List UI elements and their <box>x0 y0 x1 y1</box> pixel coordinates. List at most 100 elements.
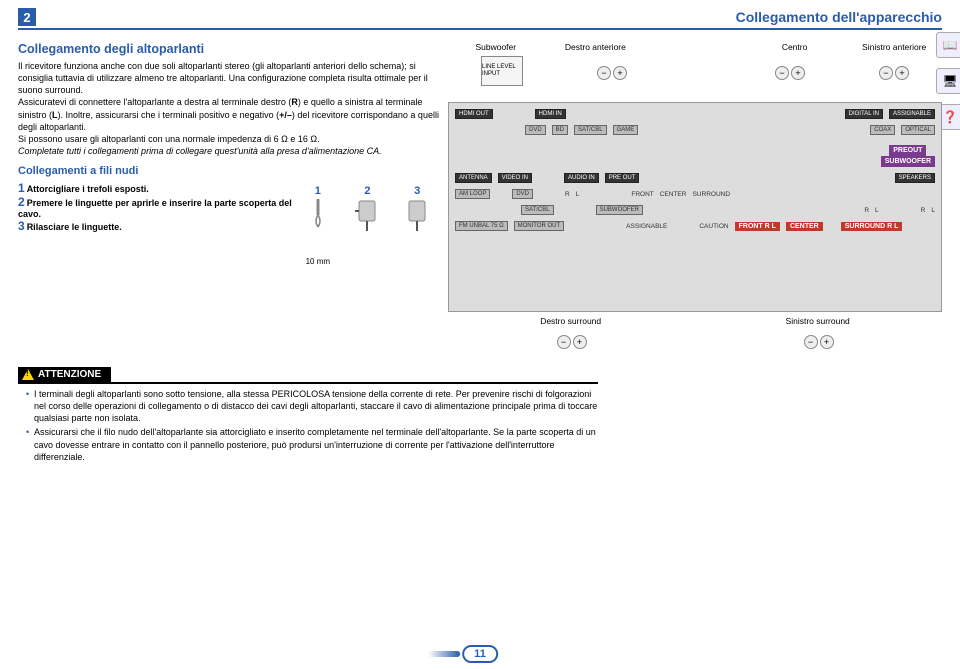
dvd-video: DVD <box>512 189 533 199</box>
lbl-front-right: Destro anteriore <box>548 42 644 52</box>
step3-num: 3 <box>18 219 25 233</box>
page-number: 11 <box>462 645 498 663</box>
hdmi-out-port: HDMI OUT <box>455 109 493 119</box>
audio-r: R <box>565 191 570 198</box>
game-hdmi: GAME <box>613 125 639 135</box>
fr-r: R <box>864 207 869 214</box>
wire-figures: 1 10 mm 2 3 <box>293 181 442 266</box>
page-number-pill: 11 <box>462 645 498 663</box>
preout-port: PRE OUT <box>605 173 640 183</box>
section-heading: Collegamento degli altoparlanti <box>18 42 442 56</box>
audio-l: L <box>576 191 580 198</box>
step-3: 3Rilasciare le linguette. <box>18 219 293 233</box>
lbl-spacer <box>647 42 743 52</box>
assignable2: ASSIGNABLE <box>626 223 667 230</box>
release-tab-icon <box>399 197 435 233</box>
spk-surround: SURROUND <box>692 191 730 198</box>
preout-label: PREOUT <box>889 145 926 156</box>
caution-label: CAUTION <box>699 223 728 230</box>
sr-r: R <box>921 207 926 214</box>
plus-icon: + <box>613 66 627 80</box>
am-loop: AM LOOP <box>455 189 490 199</box>
ten-mm-label: 10 mm <box>300 257 336 266</box>
fig1-num: 1 <box>300 185 336 197</box>
spk-center: CENTER <box>660 191 687 198</box>
step1-text: Attorcigliare i trefoli esposti. <box>27 184 149 194</box>
minus-icon: − <box>775 66 789 80</box>
sub-heading: Collegamenti a fili nudi <box>18 165 442 177</box>
antenna-port: ANTENNA <box>455 173 492 183</box>
attention-tag: ATTENZIONE <box>18 367 111 382</box>
attention-item: Assicurarsi che il filo nudo dell'altopa… <box>26 426 598 462</box>
minus-icon: − <box>557 335 571 349</box>
fig3-num: 3 <box>399 185 435 197</box>
dvd-hdmi: DVD <box>525 125 546 135</box>
step-1: 1Attorcigliare i trefoli esposti. <box>18 181 293 195</box>
warning-triangle-icon <box>22 369 34 380</box>
page-header: Collegamento dell'apparecchio <box>736 9 942 25</box>
bd-hdmi: BD <box>552 125 568 135</box>
minus-icon: − <box>879 66 893 80</box>
coax-port: COAX <box>870 125 895 135</box>
p2pm: +/– <box>279 110 292 120</box>
center-terminals: −+ <box>775 63 805 80</box>
minus-icon: − <box>597 66 611 80</box>
para-1: Il ricevitore funziona anche con due sol… <box>18 60 442 96</box>
p2c: ). Inoltre, assicurarsi che i terminali … <box>58 110 280 120</box>
rear-panel: HDMI OUT HDMI IN DIGITAL IN ASSIGNABLE D… <box>448 102 942 312</box>
twist-wire-icon <box>300 197 336 233</box>
step2-num: 2 <box>18 195 25 209</box>
monitor-out: MONITOR OUT <box>514 221 565 231</box>
step2-text: Premere le linguette per aprirle e inser… <box>18 198 292 219</box>
plus-icon: + <box>895 66 909 80</box>
header-rule <box>18 28 942 30</box>
wiring-diagram: Subwoofer Destro anteriore Centro Sinist… <box>448 42 942 349</box>
sr-l: L <box>931 207 935 214</box>
video-in-port: VIDEO IN <box>498 173 532 183</box>
fm-unbal: FM UNBAL 75 Ω <box>455 221 508 231</box>
front-left-terminals: −+ <box>879 63 909 80</box>
p2a: Assicuratevi di connettere l'altoparlant… <box>18 97 291 107</box>
fr-l: L <box>875 207 879 214</box>
surround-right-terminals: −+ <box>557 332 587 349</box>
subwoofer-box: LINE LEVEL INPUT <box>481 56 523 86</box>
step-2: 2Premere le linguette per aprirle e inse… <box>18 195 293 219</box>
para-3: Si possono usare gli altoparlanti con un… <box>18 133 442 145</box>
step1-num: 1 <box>18 181 25 195</box>
hdmi-in-port: HDMI IN <box>535 109 566 119</box>
subwoofer-port: SUBWOOFER <box>596 205 643 215</box>
section-body: Il ricevitore funziona anche con due sol… <box>18 60 442 157</box>
optical-port: OPTICAL <box>901 125 935 135</box>
step-number: 2 <box>18 8 36 26</box>
lbl-surround-left: Sinistro surround <box>786 316 850 326</box>
front-right-terminals: −+ <box>597 63 627 80</box>
step3-text: Rilasciare le linguette. <box>27 222 122 232</box>
attention-item: I terminali degli altoparlanti sono sott… <box>26 388 598 424</box>
surround-rl-hl: SURROUND R L <box>841 222 903 231</box>
surround-left-terminals: −+ <box>804 332 834 349</box>
digital-in-port: DIGITAL IN <box>845 109 883 119</box>
para-2: Assicuratevi di connettere l'altoparlant… <box>18 96 442 132</box>
assignable-port: ASSIGNABLE <box>889 109 935 119</box>
attention-box: ATTENZIONE I terminali degli altoparlant… <box>18 367 598 463</box>
lbl-subwoofer: Subwoofer <box>448 42 544 52</box>
satcbl-hdmi: SAT/CBL <box>574 125 607 135</box>
front-rl-hl: FRONT R L <box>735 222 780 231</box>
fig2-num: 2 <box>349 185 385 197</box>
para-4: Completate tutti i collegamenti prima di… <box>18 145 442 157</box>
center-hl: CENTER <box>786 222 823 231</box>
attention-label: ATTENZIONE <box>38 369 101 380</box>
audio-in-port: AUDIO IN <box>564 173 599 183</box>
lbl-surround-right: Destro surround <box>540 316 601 326</box>
plus-icon: + <box>820 335 834 349</box>
plus-icon: + <box>791 66 805 80</box>
speakers-port: SPEAKERS <box>895 173 935 183</box>
lbl-center: Centro <box>747 42 843 52</box>
satcbl-video: SAT/CBL <box>521 205 554 215</box>
minus-icon: − <box>804 335 818 349</box>
press-tab-icon <box>349 197 385 233</box>
spk-front: FRONT <box>631 191 653 198</box>
lbl-front-left: Sinistro anteriore <box>846 42 942 52</box>
plus-icon: + <box>573 335 587 349</box>
preout-sub-label: SUBWOOFER <box>881 156 935 167</box>
